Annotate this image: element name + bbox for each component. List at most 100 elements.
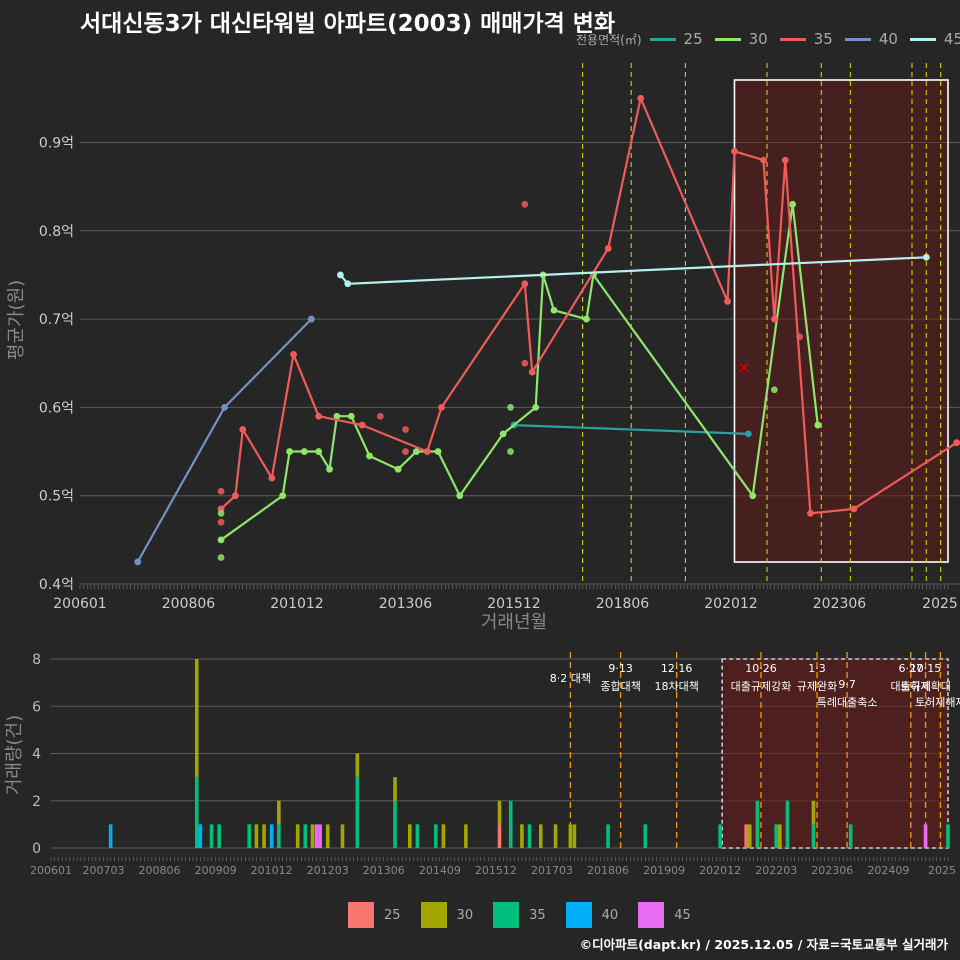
- bar-segment-40: [269, 824, 274, 848]
- bar-segment-35: [811, 824, 816, 848]
- legend-item-25: 25: [649, 30, 703, 48]
- data-point-30: [814, 421, 822, 429]
- data-point-35: [731, 147, 738, 155]
- bar-y-tick-label: 6: [32, 699, 41, 715]
- x-tick-label: 200806: [162, 596, 216, 612]
- bar-segment-30: [310, 824, 315, 848]
- bar-x-tick-label: 2025: [928, 864, 956, 877]
- cross-marker: [739, 363, 749, 373]
- data-point-30: [749, 492, 757, 500]
- x-tick-label: 202306: [813, 596, 867, 612]
- bar-segment-30: [497, 800, 502, 825]
- data-point-35: [807, 509, 814, 517]
- bar-segment-45: [318, 824, 322, 848]
- bar-segment-35: [718, 824, 722, 848]
- data-point-35: [724, 298, 731, 305]
- policy-name-label: 18차대책: [654, 680, 698, 693]
- bar-x-tick-label: 202203: [755, 864, 797, 877]
- bar-segment-35: [217, 824, 221, 848]
- legend-bottom: 25 30 35 40 45: [348, 902, 711, 928]
- legend-item-35: 35: [779, 30, 833, 48]
- data-point-30: [217, 536, 225, 544]
- bar-segment-30: [355, 753, 360, 778]
- bar-x-tick-label: 200703: [82, 864, 124, 877]
- bar-segment-30: [441, 824, 446, 848]
- data-point-35: [423, 448, 431, 455]
- data-point-45: [344, 280, 352, 288]
- scatter-point-30: [507, 448, 514, 455]
- bar-x-tick-label: 201703: [531, 864, 573, 877]
- bar-segment-35: [194, 777, 199, 848]
- series-line-30: [220, 203, 819, 541]
- bar-x-tick-label: 201203: [307, 864, 349, 877]
- policy-name-label: 토허제확대: [900, 680, 951, 693]
- policy-name-label: 8·2 대책: [550, 672, 591, 685]
- bar-segment-35: [755, 800, 760, 848]
- legend-line-40: [844, 37, 871, 41]
- bar-segment-30: [572, 824, 577, 848]
- y-tick-label: 0.4억: [39, 577, 74, 593]
- bar-segment-25: [497, 824, 502, 848]
- legend-label-25: 25: [683, 30, 703, 48]
- bar-segment-30: [194, 659, 199, 778]
- bar-legend-swatch-35: [493, 902, 520, 928]
- bar-x-tick-label: 200909: [195, 864, 237, 877]
- data-point-30: [583, 315, 590, 323]
- data-point-35: [438, 403, 445, 411]
- policy-name-label: 토허제해제: [915, 695, 960, 709]
- x-axis-title: 거래년월: [481, 612, 547, 633]
- bar-legend-item-45: 45: [638, 902, 691, 928]
- y-axis-title: 평균가(원): [6, 280, 27, 360]
- x-tick-label: 201012: [270, 596, 323, 612]
- legend-top: 전용면적(㎡) 25 30 35 40 45: [576, 30, 960, 48]
- bar-segment-35: [393, 800, 397, 848]
- bar-x-tick-label: 202409: [867, 864, 909, 877]
- scatter-point-35: [402, 426, 409, 433]
- scatter-point-30: [217, 509, 225, 517]
- data-point-35: [239, 426, 247, 433]
- bar-segment-30: [811, 800, 816, 825]
- bar-x-tick-label: 201306: [363, 864, 405, 877]
- bar-x-tick-label: 200806: [139, 864, 181, 877]
- scatter-point-35: [796, 333, 803, 341]
- bar-x-tick-label: 202012: [699, 864, 741, 877]
- data-point-35: [850, 505, 858, 513]
- bar-x-tick-label: 201909: [643, 864, 685, 877]
- data-point-35: [528, 368, 536, 376]
- bar-legend-swatch-45: [638, 902, 665, 928]
- bar-x-tick-label: 201512: [475, 864, 517, 877]
- data-point-30: [347, 412, 355, 420]
- data-point-40: [134, 558, 142, 566]
- policy-name-label: 대출규제강화: [731, 680, 792, 693]
- data-point-30: [789, 200, 797, 208]
- data-point-30: [333, 412, 341, 420]
- bar-segment-35: [508, 800, 513, 848]
- bar-segment-30: [254, 824, 259, 848]
- bar-segment-30: [408, 824, 412, 848]
- bar-segment-30: [325, 824, 330, 848]
- legend-item-45: 45: [909, 30, 960, 48]
- bar-segment-35: [209, 824, 214, 848]
- footer-credit: ©디아파트(dapt.kr) / 2025.12.05 / 자료=국토교통부 실…: [579, 937, 948, 952]
- bar-x-tick-label: 200601: [30, 864, 72, 877]
- bar-segment-45: [314, 824, 319, 848]
- policy-name-label: 특례대출축소: [817, 696, 878, 709]
- data-point-30: [286, 448, 294, 455]
- bar-segment-35: [606, 824, 610, 848]
- legend-line-45: [909, 37, 936, 41]
- legend-title: 전용면적(㎡): [576, 32, 642, 47]
- data-point-30: [326, 465, 333, 473]
- bar-legend-label-35: 35: [529, 907, 546, 923]
- bar-x-tick-label: 202306: [811, 864, 853, 877]
- data-point-35: [781, 156, 789, 164]
- bar-segment-30: [277, 800, 281, 825]
- bar-legend-label-45: 45: [674, 907, 691, 923]
- data-point-30: [456, 492, 464, 500]
- legend-item-30: 30: [714, 30, 768, 48]
- bar-segment-40: [198, 824, 203, 848]
- data-point-30: [412, 448, 420, 455]
- policy-date-label: 12·16: [661, 662, 693, 675]
- scatter-point-30: [217, 554, 225, 561]
- bar-y-tick-label: 8: [32, 652, 41, 668]
- y-tick-label: 0.7억: [39, 312, 74, 328]
